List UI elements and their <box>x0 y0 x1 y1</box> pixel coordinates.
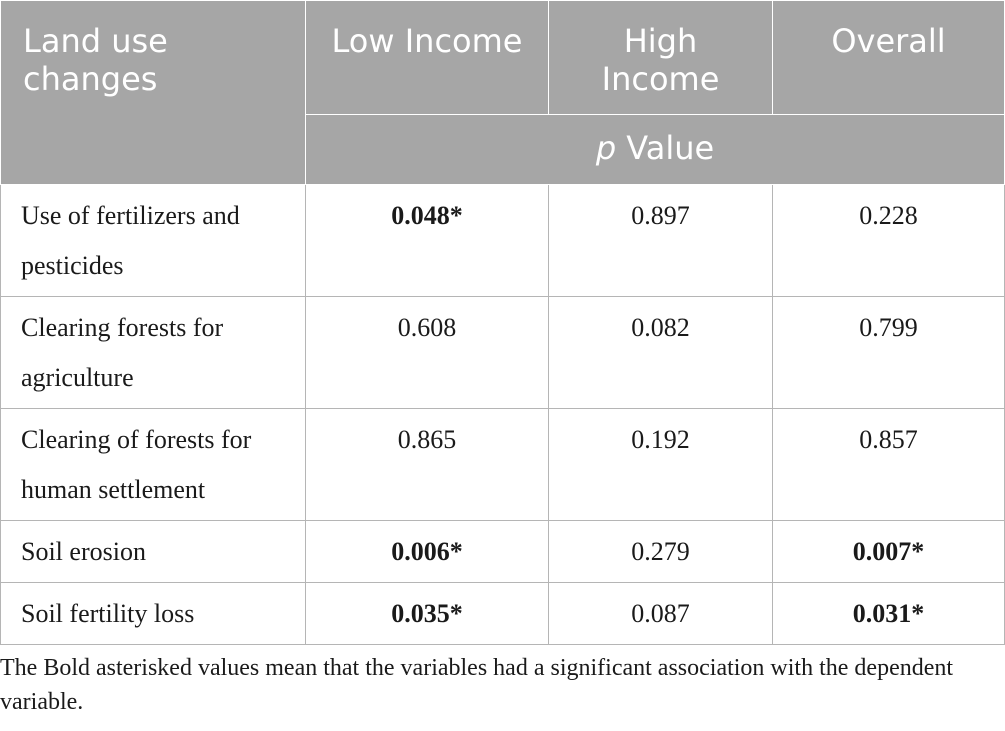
row-label: Clearing forests for agriculture <box>0 296 306 409</box>
table-row: Use of fertilizers and pesticides 0.048*… <box>0 184 1005 297</box>
row-label: Use of fertilizers and pesticides <box>0 184 306 297</box>
high-income-value: 0.087 <box>548 582 773 645</box>
header-p-value: p Value <box>305 114 1005 185</box>
low-income-value: 0.035* <box>305 582 549 645</box>
high-income-value: 0.279 <box>548 520 773 583</box>
table-row: Soil fertility loss 0.035* 0.087 0.031* <box>0 582 1005 645</box>
row-label: Soil fertility loss <box>0 582 306 645</box>
table-row: Soil erosion 0.006* 0.279 0.007* <box>0 520 1005 583</box>
row-label: Soil erosion <box>0 520 306 583</box>
high-income-value: 0.082 <box>548 296 773 409</box>
overall-value: 0.857 <box>772 408 1005 521</box>
low-income-value: 0.865 <box>305 408 549 521</box>
low-income-value: 0.048* <box>305 184 549 297</box>
header-land-use-changes: Land use changes <box>0 0 306 185</box>
high-income-value: 0.192 <box>548 408 773 521</box>
results-table: Land use changes Low Income High Income … <box>0 0 1005 645</box>
row-label: Clearing of forests for human settlement <box>0 408 306 521</box>
overall-value: 0.799 <box>772 296 1005 409</box>
overall-value: 0.228 <box>772 184 1005 297</box>
table-row: Clearing forests for agriculture 0.608 0… <box>0 296 1005 409</box>
header-overall: Overall <box>772 0 1005 115</box>
high-income-value: 0.897 <box>548 184 773 297</box>
low-income-value: 0.608 <box>305 296 549 409</box>
table-footnote: The Bold asterisked values mean that the… <box>0 655 954 715</box>
overall-value: 0.007* <box>772 520 1005 583</box>
overall-value: 0.031* <box>772 582 1005 645</box>
low-income-value: 0.006* <box>305 520 549 583</box>
table-row: Clearing of forests for human settlement… <box>0 408 1005 521</box>
header-low-income: Low Income <box>305 0 549 115</box>
header-high-income: High Income <box>548 0 773 115</box>
